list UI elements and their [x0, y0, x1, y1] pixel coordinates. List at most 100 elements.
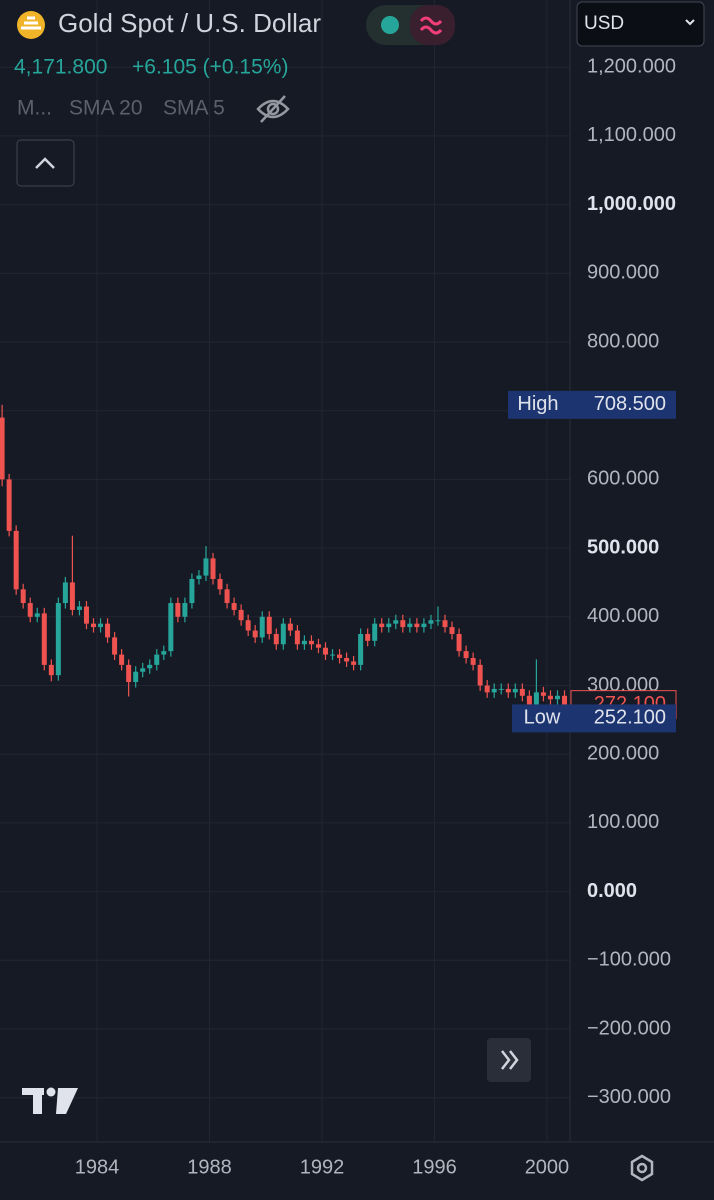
candle-body	[27, 603, 33, 617]
candle-body	[133, 671, 139, 683]
candle-body	[372, 623, 378, 641]
y-tick-label: 600.000	[587, 468, 659, 490]
settings-icon[interactable]	[630, 1154, 654, 1182]
candle-body	[238, 609, 244, 621]
candle-body	[98, 623, 104, 628]
y-tick-label: 500.000	[587, 536, 659, 558]
candle-body	[393, 620, 399, 624]
y-tick-label: 200.000	[587, 742, 659, 764]
candle-body	[322, 647, 328, 655]
collapse-button[interactable]	[16, 139, 75, 187]
candle-body	[442, 620, 448, 628]
candle-body	[147, 664, 153, 669]
candle-body	[498, 688, 504, 690]
currency-select[interactable]	[576, 1, 705, 47]
axes: −300.000 −200.000 −100.000 0.000 100.000 200.…	[75, 55, 677, 1178]
symbol-title[interactable]: Gold Spot / U.S. Dollar	[58, 8, 321, 38]
candle-body	[55, 603, 61, 676]
candle-body	[477, 664, 483, 686]
marker-value: 252.100	[594, 707, 666, 729]
price-change: +6.105 (+0.15%)	[132, 56, 288, 79]
candle-body	[414, 623, 420, 628]
indicator[interactable]: SMA 20	[69, 97, 143, 120]
candle-body	[519, 688, 525, 696]
x-tick-label: 2000	[525, 1156, 570, 1178]
candle-body	[273, 633, 279, 645]
candle-body	[13, 530, 19, 590]
marker-box	[508, 390, 676, 419]
candle-body	[505, 688, 511, 693]
toggle-dot	[381, 16, 399, 34]
indicator[interactable]: SMA 5	[163, 97, 225, 120]
candle-body	[547, 695, 553, 700]
candle-body	[351, 661, 357, 665]
candle-body	[280, 623, 286, 645]
candle-body	[154, 654, 160, 665]
candle-body	[252, 630, 258, 638]
candle-body	[231, 603, 237, 610]
candle-body	[294, 630, 300, 645]
candle-body	[386, 623, 392, 628]
candle-body	[266, 616, 272, 634]
candle-body	[83, 606, 89, 624]
candle-body	[119, 654, 125, 665]
y-tick-label: −200.000	[587, 1017, 671, 1039]
candle-body	[196, 575, 202, 580]
candle-body	[337, 654, 343, 659]
x-tick-label: 1996	[412, 1156, 457, 1178]
y-tick-label: 900.000	[587, 262, 659, 284]
candle-body	[175, 603, 181, 617]
candle-body	[562, 695, 568, 705]
candle-body	[379, 623, 385, 628]
candle-body	[435, 620, 441, 622]
x-tick-label: 1988	[187, 1156, 232, 1178]
x-tick-label: 1992	[300, 1156, 345, 1178]
candle-body	[287, 623, 293, 631]
candle-body	[189, 579, 195, 604]
y-tick-label: 800.000	[587, 330, 659, 352]
candle-body	[126, 664, 132, 683]
candle-body	[224, 589, 230, 604]
candle-body	[217, 579, 223, 590]
candle-body	[112, 637, 118, 655]
candle-body	[315, 644, 321, 648]
candle-body	[484, 685, 490, 693]
grid	[0, 0, 570, 1142]
candle-body	[62, 582, 68, 604]
candle-body	[358, 633, 364, 665]
symbol-icon[interactable]	[17, 11, 45, 39]
candle-body	[533, 692, 539, 710]
candle-body	[554, 695, 560, 700]
chevron	[685, 19, 695, 26]
hide-icon[interactable]	[256, 95, 290, 123]
candle-body	[407, 623, 413, 628]
fade	[232, 92, 252, 126]
y-tick-label: 0.000	[587, 880, 637, 902]
y-tick-label: −100.000	[587, 949, 671, 971]
marker-label: Low	[524, 707, 561, 729]
candle-body	[456, 633, 462, 652]
y-tick-label: 100.000	[587, 811, 659, 833]
candle-body	[161, 651, 167, 655]
y-tick-label: 400.000	[587, 605, 659, 627]
candle-body	[259, 616, 265, 638]
candle-body	[76, 606, 82, 610]
indicator[interactable]: M...	[17, 97, 52, 120]
candle-body	[330, 654, 336, 656]
candle-body	[365, 633, 371, 641]
toggle-wave	[419, 16, 443, 35]
marker-label: High	[517, 393, 558, 415]
candle-body	[34, 613, 40, 617]
candle-body	[421, 623, 427, 628]
candle-body	[463, 651, 469, 659]
candle-body	[41, 613, 47, 665]
logo	[22, 1087, 78, 1114]
candle-body	[210, 558, 216, 580]
candle-body	[105, 623, 111, 638]
y-tick-label: 1,000.000	[587, 193, 676, 215]
x-tick-label: 1984	[75, 1156, 120, 1178]
candle-body	[449, 627, 455, 634]
